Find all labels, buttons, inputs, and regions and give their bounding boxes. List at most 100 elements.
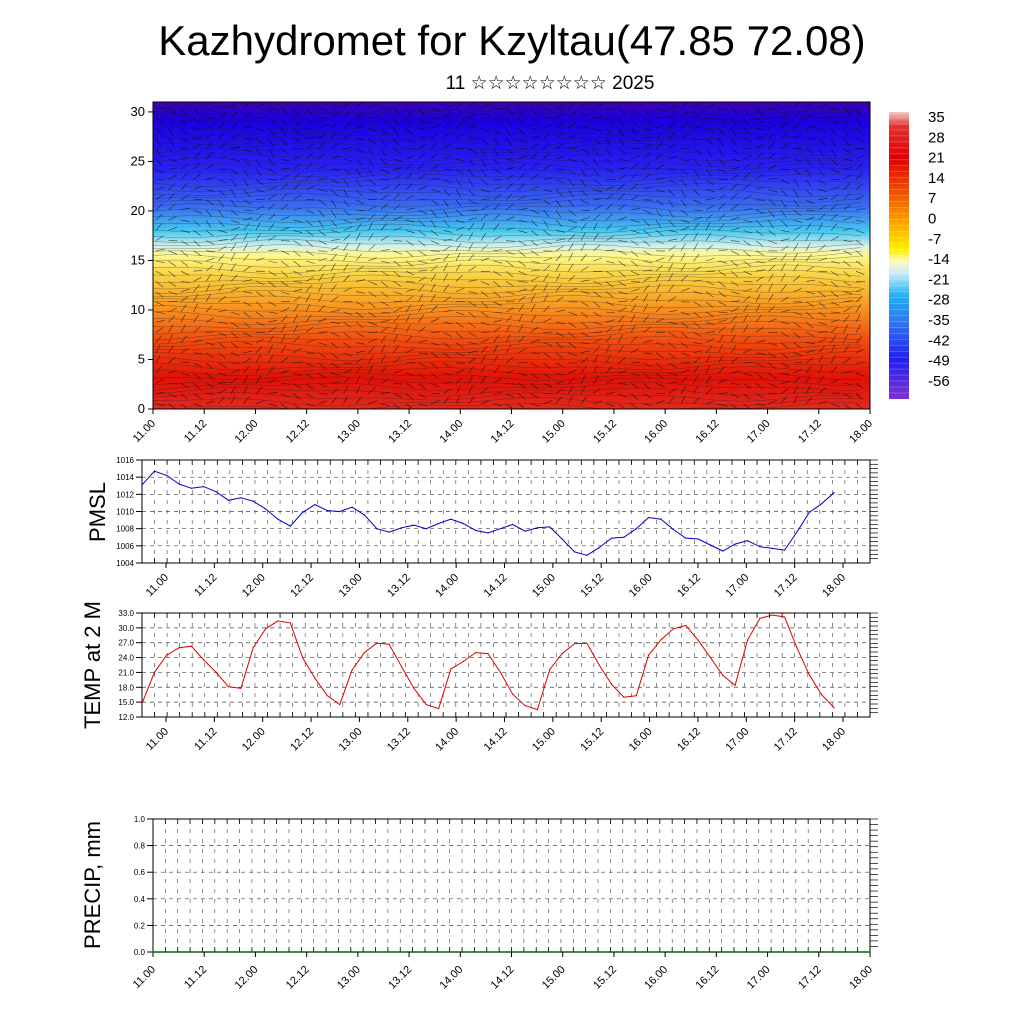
pmsl-y-tick-label: 1010 <box>116 508 134 517</box>
wind-barb <box>468 365 475 374</box>
wind-barb <box>830 355 836 364</box>
pmsl-point <box>413 524 415 526</box>
wind-barb <box>330 396 337 404</box>
wind-barb <box>505 315 513 323</box>
wind-barb <box>480 158 487 167</box>
wind-barb <box>318 283 323 292</box>
precip-point <box>708 951 710 953</box>
pmsl-x-tick-label: 18.00 <box>820 572 848 600</box>
wind-barb <box>305 372 314 379</box>
wind-barb <box>243 169 249 177</box>
wind-barb <box>405 383 414 389</box>
wind-barb <box>455 158 465 162</box>
wind-barb <box>830 148 837 157</box>
wind-barb <box>218 209 224 218</box>
wind-barb <box>255 257 265 262</box>
wind-barb <box>205 132 214 139</box>
wind-barb <box>305 314 312 323</box>
wind-barb <box>593 311 602 318</box>
wind-barb <box>718 128 725 136</box>
wind-barb <box>243 311 251 318</box>
wind-barb <box>380 179 391 181</box>
wind-barb <box>705 205 715 211</box>
pmsl-point <box>734 543 736 545</box>
wind-barb <box>155 260 165 264</box>
contour-line <box>153 218 862 228</box>
wind-barb <box>518 295 526 303</box>
wind-barb <box>768 124 777 129</box>
wind-barb <box>755 326 764 333</box>
pmsl-y-tick-label: 1006 <box>116 542 134 551</box>
wind-barb <box>255 232 262 241</box>
wind-barb <box>343 158 353 162</box>
pmsl-point <box>586 554 588 556</box>
wind-barb <box>555 168 566 171</box>
wind-barb <box>855 314 861 323</box>
wind-barb <box>243 301 252 307</box>
pmsl-point <box>549 526 551 528</box>
wind-barb <box>530 143 539 150</box>
wind-barb <box>380 235 389 241</box>
wind-barb <box>580 385 586 394</box>
wind-barb <box>230 102 239 109</box>
wind-barb <box>755 209 765 215</box>
precip-point <box>214 951 216 953</box>
wind-barb <box>468 385 474 394</box>
temp-point <box>512 693 514 695</box>
wind-barb <box>493 403 503 407</box>
wind-barb <box>843 158 853 161</box>
wind-barb <box>693 169 699 177</box>
wind-barb <box>343 369 352 374</box>
precip-y-axis: 0.00.20.40.60.81.0 <box>134 815 153 957</box>
pmsl-point <box>660 518 662 520</box>
wind-barb <box>455 385 462 394</box>
wind-barb <box>543 318 552 323</box>
wind-barb <box>305 352 315 355</box>
heatmap-y-tick-label: 0 <box>138 401 145 416</box>
wind-barb <box>518 138 527 143</box>
wind-barb <box>418 152 426 160</box>
wind-barb <box>330 189 338 197</box>
contour-line <box>153 351 862 361</box>
wind-barb <box>430 189 440 192</box>
wind-barb <box>480 205 490 211</box>
wind-barb <box>180 207 190 211</box>
wind-barb <box>505 240 516 242</box>
wind-barb <box>693 242 699 251</box>
wind-barb <box>468 189 476 197</box>
wind-barb <box>555 155 565 160</box>
wind-barb <box>530 240 539 247</box>
precip-x-axis: 11.00 11.12 12.00 12.12 13.00 13.12 14.00 14.12… <box>131 952 875 992</box>
wind-barb <box>180 288 190 292</box>
wind-barb <box>630 107 637 116</box>
wind-barb <box>493 392 503 394</box>
wind-barb <box>555 253 562 262</box>
wind-barb <box>805 253 813 262</box>
wind-barb <box>730 357 739 364</box>
wind-barb <box>518 270 527 276</box>
wind-barb <box>293 240 302 246</box>
wind-barb <box>555 105 565 109</box>
precip-point <box>659 951 661 953</box>
wind-barb <box>168 403 176 409</box>
wind-barb <box>368 138 376 145</box>
pmsl-point <box>573 551 576 553</box>
precip-point <box>164 951 166 953</box>
wind-barb <box>518 403 526 409</box>
wind-barb <box>293 383 302 389</box>
wind-barb <box>255 244 263 252</box>
wind-barb <box>543 230 551 236</box>
wind-barb <box>568 226 577 231</box>
temp-x-tick-label: 12.12 <box>288 726 316 754</box>
wind-barb <box>843 107 851 115</box>
wind-barb <box>318 352 327 358</box>
wind-barb <box>730 281 739 287</box>
pmsl-point <box>709 544 712 546</box>
wind-barb <box>318 257 328 262</box>
wind-barb <box>455 226 465 231</box>
wind-barb <box>630 128 638 135</box>
wind-barb <box>355 158 363 166</box>
wind-barb <box>755 143 764 150</box>
wind-barb <box>755 199 766 201</box>
wind-barb <box>693 266 702 272</box>
